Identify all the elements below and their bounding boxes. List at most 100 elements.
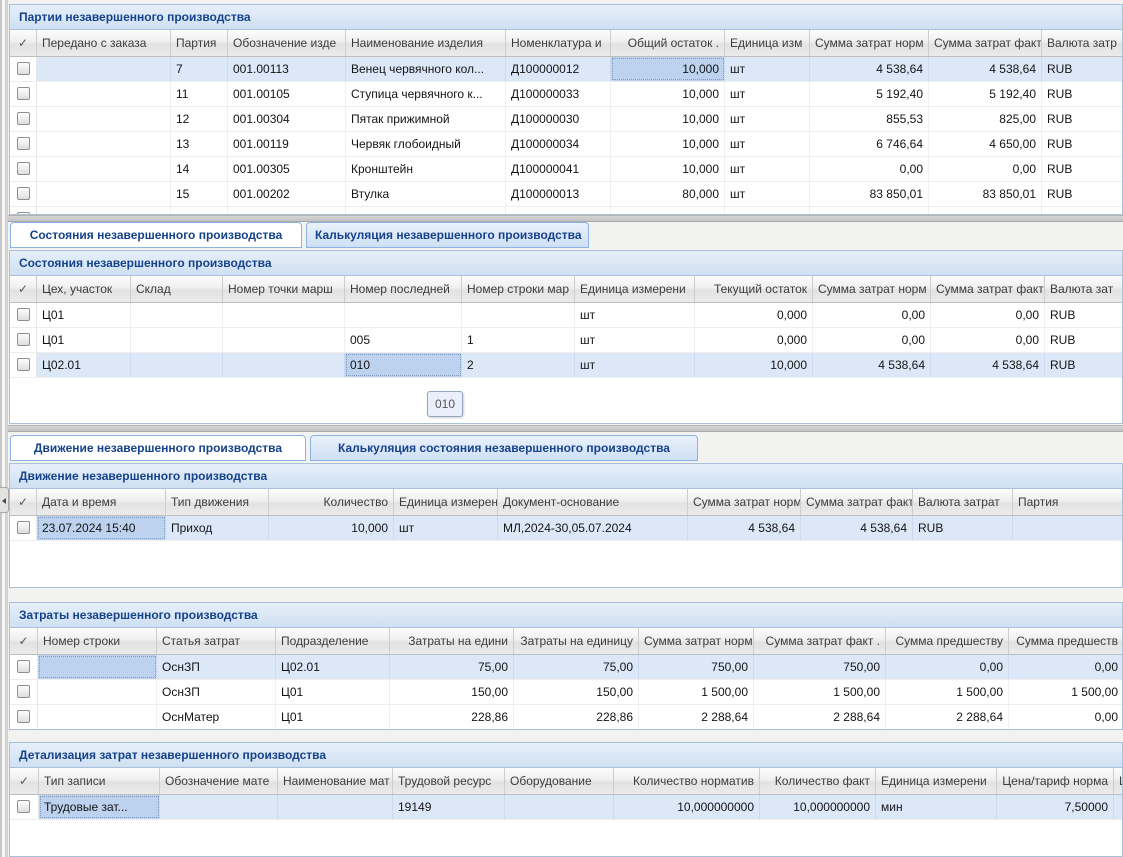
column-header[interactable]: Наименование мат bbox=[278, 768, 393, 794]
column-header[interactable]: Единица измерени bbox=[575, 276, 695, 302]
cell[interactable] bbox=[1013, 516, 1123, 540]
cell[interactable]: 4 538,64 bbox=[810, 57, 929, 81]
cell[interactable]: 2 288,64 bbox=[754, 705, 886, 729]
table-row[interactable]: 12001.00304Пятак прижимнойД10000003010,0… bbox=[10, 107, 1122, 132]
cell[interactable]: 0,00 bbox=[886, 655, 1009, 679]
cell[interactable]: 4 538,64 bbox=[931, 353, 1045, 377]
column-header[interactable]: Тип записи bbox=[39, 768, 160, 794]
cell[interactable]: Втулка bbox=[346, 182, 506, 206]
cell[interactable]: 13 bbox=[171, 132, 228, 156]
cell[interactable] bbox=[37, 132, 171, 156]
column-header[interactable]: Единица измерени bbox=[394, 489, 498, 515]
cell[interactable]: 825,00 bbox=[929, 107, 1042, 131]
column-header[interactable]: Затраты на едини bbox=[390, 628, 514, 654]
cell[interactable]: шт bbox=[575, 353, 695, 377]
column-header[interactable]: Статья затрат bbox=[157, 628, 276, 654]
tab-inactive[interactable]: Калькуляция незавершенного производства bbox=[306, 222, 589, 248]
cell[interactable]: Д100000012 bbox=[506, 57, 611, 81]
cell[interactable] bbox=[131, 328, 223, 352]
column-header[interactable]: Цена/тариф норма bbox=[997, 768, 1114, 794]
cell[interactable]: RUB bbox=[1045, 328, 1123, 352]
table-row[interactable]: 14001.00305КронштейнД10000004110,000шт0,… bbox=[10, 157, 1122, 182]
cell[interactable] bbox=[505, 795, 614, 819]
cell[interactable]: RUB bbox=[1042, 207, 1123, 215]
row-checkbox[interactable] bbox=[17, 660, 30, 673]
cell[interactable]: 6 746,64 bbox=[810, 132, 929, 156]
cell[interactable] bbox=[1114, 795, 1123, 819]
cell[interactable] bbox=[223, 353, 345, 377]
cell[interactable]: 1 500,00 bbox=[639, 680, 754, 704]
cell[interactable]: 001.00401 bbox=[228, 207, 346, 215]
cell[interactable]: 0,00 bbox=[810, 157, 929, 181]
table-row[interactable]: Ц02.010102шт10,0004 538,644 538,64RUB bbox=[10, 353, 1122, 378]
select-all-check-icon[interactable]: ✓ bbox=[10, 276, 37, 302]
row-checkbox[interactable] bbox=[17, 187, 30, 200]
cell[interactable] bbox=[37, 107, 171, 131]
column-header[interactable]: Номенклатура и bbox=[506, 30, 611, 56]
column-header[interactable]: Цех, участок bbox=[37, 276, 131, 302]
cell[interactable]: 4 538,64 bbox=[929, 57, 1042, 81]
cell[interactable]: Ц01 bbox=[276, 680, 390, 704]
cell[interactable]: шт bbox=[394, 516, 498, 540]
cell[interactable]: Ц02.01 bbox=[37, 353, 131, 377]
select-all-check-icon[interactable]: ✓ bbox=[10, 628, 38, 654]
cell[interactable]: шт bbox=[725, 57, 810, 81]
column-header[interactable]: Сумма затрат норм bbox=[639, 628, 754, 654]
cell[interactable] bbox=[345, 303, 462, 327]
cell[interactable]: Ступица червячного к... bbox=[346, 82, 506, 106]
column-header[interactable]: Валюта затр bbox=[1042, 30, 1123, 56]
row-checkbox[interactable] bbox=[17, 685, 30, 698]
table-row[interactable]: 15001.00202ВтулкаД10000001380,000шт83 85… bbox=[10, 182, 1122, 207]
cell[interactable]: 7 bbox=[171, 57, 228, 81]
cell[interactable]: 4 538,64 bbox=[688, 516, 801, 540]
column-header[interactable]: Трудовой ресурс bbox=[393, 768, 505, 794]
cell[interactable]: 855,53 bbox=[810, 107, 929, 131]
cell[interactable]: 75,00 bbox=[514, 655, 639, 679]
cell[interactable]: 4 538,64 bbox=[813, 353, 931, 377]
cell[interactable]: 228,86 bbox=[514, 705, 639, 729]
cell[interactable]: 10,000000000 bbox=[614, 795, 760, 819]
column-header[interactable]: Номер точки марш bbox=[223, 276, 345, 302]
row-checkbox[interactable] bbox=[17, 521, 30, 534]
cell[interactable]: 005 bbox=[345, 328, 462, 352]
column-header[interactable]: Сумма затрат факт bbox=[931, 276, 1045, 302]
cell[interactable]: 4 650,00 bbox=[929, 132, 1042, 156]
row-checkbox[interactable] bbox=[17, 333, 30, 346]
cell[interactable]: Д100000019 bbox=[506, 207, 611, 215]
cell[interactable]: RUB bbox=[1042, 182, 1123, 206]
column-header[interactable]: Сумма предшеству bbox=[886, 628, 1009, 654]
cell[interactable]: 0,00 bbox=[929, 157, 1042, 181]
column-header[interactable]: Тип движения bbox=[166, 489, 269, 515]
cell[interactable]: Д100000034 bbox=[506, 132, 611, 156]
column-header[interactable]: Сумма затрат факт bbox=[801, 489, 913, 515]
cell[interactable]: 10,000 bbox=[611, 132, 725, 156]
column-header[interactable]: Текущий остаток bbox=[695, 276, 813, 302]
table-row[interactable]: 13001.00119Червяк глобоидныйД10000003410… bbox=[10, 132, 1122, 157]
cell[interactable]: 0,00 bbox=[1009, 705, 1123, 729]
column-header[interactable]: Передано с заказа bbox=[37, 30, 171, 56]
row-checkbox[interactable] bbox=[17, 112, 30, 125]
horizontal-splitter-1[interactable] bbox=[8, 215, 1123, 222]
cell[interactable]: 150,00 bbox=[390, 680, 514, 704]
cell[interactable]: 5 192,40 bbox=[929, 82, 1042, 106]
cell[interactable]: 4 538,64 bbox=[801, 516, 913, 540]
cell[interactable]: 5 192,40 bbox=[810, 82, 929, 106]
cell[interactable]: 10,000 bbox=[269, 516, 394, 540]
cell[interactable]: 150,00 bbox=[514, 680, 639, 704]
cell[interactable]: 228,86 bbox=[390, 705, 514, 729]
column-header[interactable]: Обозначение изде bbox=[228, 30, 346, 56]
column-header[interactable]: Валюта затрат bbox=[913, 489, 1013, 515]
cell[interactable]: Ц01 bbox=[37, 328, 131, 352]
cell[interactable]: мин bbox=[876, 795, 997, 819]
cell[interactable]: 1 500,00 bbox=[1009, 680, 1123, 704]
cell[interactable]: 12 bbox=[171, 107, 228, 131]
column-header[interactable]: Партия bbox=[171, 30, 228, 56]
cell[interactable]: шт bbox=[725, 132, 810, 156]
cell[interactable]: 0,000 bbox=[695, 303, 813, 327]
cell[interactable]: 23.07.2024 15:40 bbox=[37, 516, 166, 540]
column-header[interactable]: Ц bbox=[1114, 768, 1123, 794]
cell[interactable] bbox=[160, 795, 278, 819]
column-header[interactable]: Общий остаток . bbox=[611, 30, 725, 56]
cell[interactable]: Трудовые зат... bbox=[39, 795, 160, 819]
cell[interactable]: 0,00 bbox=[813, 303, 931, 327]
